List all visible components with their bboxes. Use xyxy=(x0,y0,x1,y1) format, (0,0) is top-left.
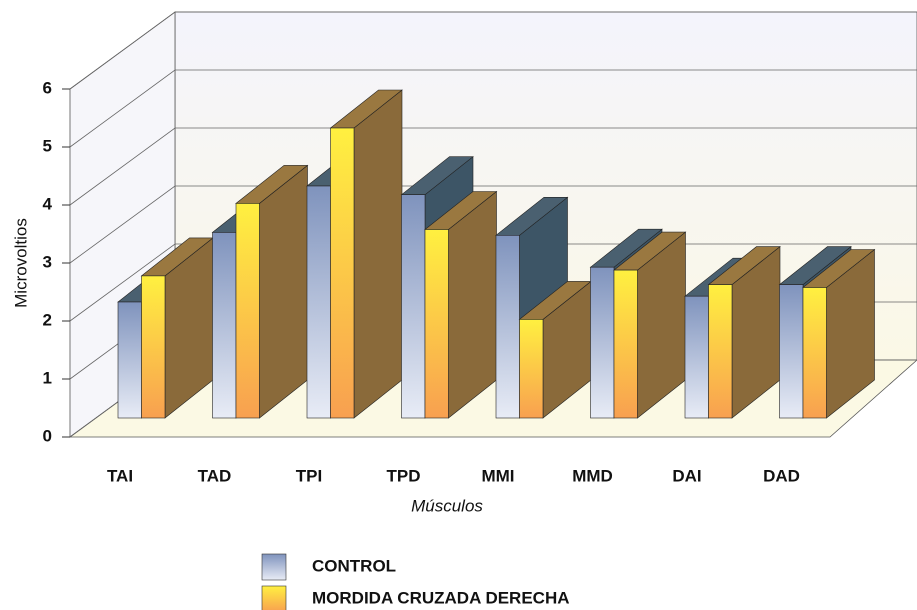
y-tick-label: 3 xyxy=(43,252,52,271)
y-tick-label: 5 xyxy=(43,136,52,155)
grid-line xyxy=(69,69,917,148)
x-tick-label: TAI xyxy=(107,466,133,485)
x-tick-label: TPI xyxy=(296,466,322,485)
y-tick-label: 0 xyxy=(43,426,52,445)
bar xyxy=(708,284,733,419)
bar xyxy=(779,284,804,419)
grid-line xyxy=(69,185,917,264)
bar xyxy=(330,127,355,419)
legend-swatch xyxy=(261,553,287,581)
bar xyxy=(117,301,142,419)
bar xyxy=(235,203,260,419)
legend-label: MORDIDA CRUZADA DERECHA xyxy=(312,588,570,607)
bar xyxy=(212,232,237,419)
bar xyxy=(684,295,709,419)
bar xyxy=(401,194,426,419)
legend-swatch xyxy=(261,585,287,610)
bar-side xyxy=(353,89,403,419)
bar xyxy=(590,266,615,419)
bar xyxy=(306,185,331,419)
bar xyxy=(613,269,638,419)
bar xyxy=(802,287,827,419)
x-tick-label: DAI xyxy=(672,466,701,485)
y-tick-label: 4 xyxy=(43,194,53,213)
bar-side xyxy=(448,190,497,419)
x-tick-label: MMD xyxy=(572,466,613,485)
x-tick-label: TPD xyxy=(387,466,421,485)
y-tick-label: 1 xyxy=(43,368,52,387)
y-axis-title: Microvoltios xyxy=(11,218,30,308)
y-tick-label: 6 xyxy=(43,78,52,97)
bar xyxy=(141,275,166,419)
x-tick-label: MMI xyxy=(481,466,514,485)
x-axis-title: Músculos xyxy=(411,496,483,515)
bar-side xyxy=(259,164,308,419)
legend-label: CONTROL xyxy=(312,556,396,575)
y-tick-label: 2 xyxy=(43,310,52,329)
x-tick-label: TAD xyxy=(198,466,232,485)
bar xyxy=(495,235,520,419)
x-tick-label: DAD xyxy=(763,466,800,485)
bar xyxy=(424,229,449,419)
bar xyxy=(519,319,544,419)
grid-line xyxy=(69,127,917,206)
grid-line xyxy=(69,11,917,90)
